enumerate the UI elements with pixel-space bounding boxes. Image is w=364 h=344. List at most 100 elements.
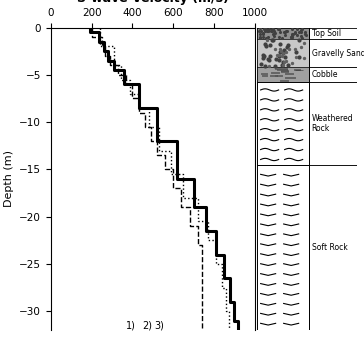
Text: Soft Rock: Soft Rock [312, 243, 347, 252]
Point [294, 26, 300, 32]
Point [281, 59, 287, 65]
Point [282, 30, 288, 35]
Point [279, 35, 285, 41]
Bar [280, 79, 288, 81]
Bar [285, 77, 295, 78]
Point [275, 26, 281, 31]
Bar [257, 28, 309, 39]
Point [284, 49, 289, 54]
Point [257, 34, 262, 39]
Point [257, 36, 262, 41]
Point [270, 26, 276, 32]
Point [286, 46, 292, 52]
Point [276, 26, 282, 31]
Text: 2): 2) [142, 321, 152, 331]
Point [298, 27, 304, 33]
Point [265, 34, 271, 40]
Point [276, 26, 282, 32]
Bar [257, 39, 309, 67]
Point [262, 41, 268, 47]
Point [266, 57, 272, 63]
Point [274, 53, 280, 58]
Point [264, 29, 270, 34]
Bar [270, 75, 277, 76]
Point [293, 50, 299, 55]
Point [298, 44, 304, 50]
Point [282, 32, 288, 37]
Point [289, 34, 294, 40]
Bar [257, 39, 309, 67]
Point [302, 29, 308, 35]
Point [276, 53, 282, 58]
Point [290, 31, 296, 37]
Point [294, 32, 300, 37]
Point [265, 29, 270, 34]
Bar [309, 82, 357, 165]
Bar [309, 28, 357, 39]
Point [276, 57, 282, 62]
Bar [276, 75, 282, 76]
Point [260, 31, 266, 37]
Point [258, 28, 264, 33]
Point [289, 61, 295, 66]
Point [299, 26, 305, 32]
Bar [257, 165, 309, 330]
Point [263, 35, 269, 41]
Point [292, 30, 297, 36]
Point [269, 29, 275, 34]
Point [272, 30, 278, 36]
Point [299, 35, 305, 41]
Point [292, 46, 298, 52]
Point [260, 52, 266, 57]
Point [289, 34, 295, 40]
Point [284, 28, 290, 34]
Point [263, 26, 269, 32]
Point [266, 26, 272, 31]
Point [258, 62, 264, 67]
Bar [271, 72, 279, 73]
Text: Top Soil: Top Soil [312, 29, 341, 38]
Point [289, 32, 295, 37]
Point [301, 55, 307, 61]
Title: S-wave Velocity (m/s): S-wave Velocity (m/s) [77, 0, 229, 5]
Point [288, 34, 294, 40]
Point [292, 29, 298, 35]
Text: Cobble: Cobble [312, 70, 338, 79]
Point [273, 56, 279, 62]
Point [276, 26, 282, 32]
Bar [294, 69, 300, 70]
Bar [257, 67, 309, 82]
Point [272, 63, 278, 68]
Point [280, 63, 286, 68]
Point [277, 41, 282, 46]
Y-axis label: Depth (m): Depth (m) [4, 150, 14, 207]
Bar [257, 67, 309, 82]
Point [283, 58, 289, 64]
Point [272, 46, 278, 52]
Point [271, 28, 277, 33]
Point [288, 34, 294, 40]
Point [298, 33, 304, 38]
Point [262, 28, 268, 33]
Bar [277, 69, 286, 70]
Bar [309, 165, 357, 330]
Point [283, 28, 289, 33]
Point [264, 37, 270, 43]
Point [284, 44, 290, 50]
Text: 3): 3) [154, 321, 164, 331]
Bar [285, 73, 293, 74]
Point [279, 53, 285, 59]
Point [277, 29, 283, 35]
Bar [309, 67, 357, 82]
Point [289, 26, 294, 32]
Point [302, 31, 308, 36]
Point [296, 30, 302, 35]
Bar [257, 82, 309, 165]
Point [260, 55, 266, 61]
Text: Weathered
Rock: Weathered Rock [312, 114, 353, 133]
Point [266, 63, 272, 68]
Bar [295, 69, 302, 71]
Bar [262, 75, 267, 76]
Point [276, 53, 282, 58]
Point [277, 49, 282, 55]
